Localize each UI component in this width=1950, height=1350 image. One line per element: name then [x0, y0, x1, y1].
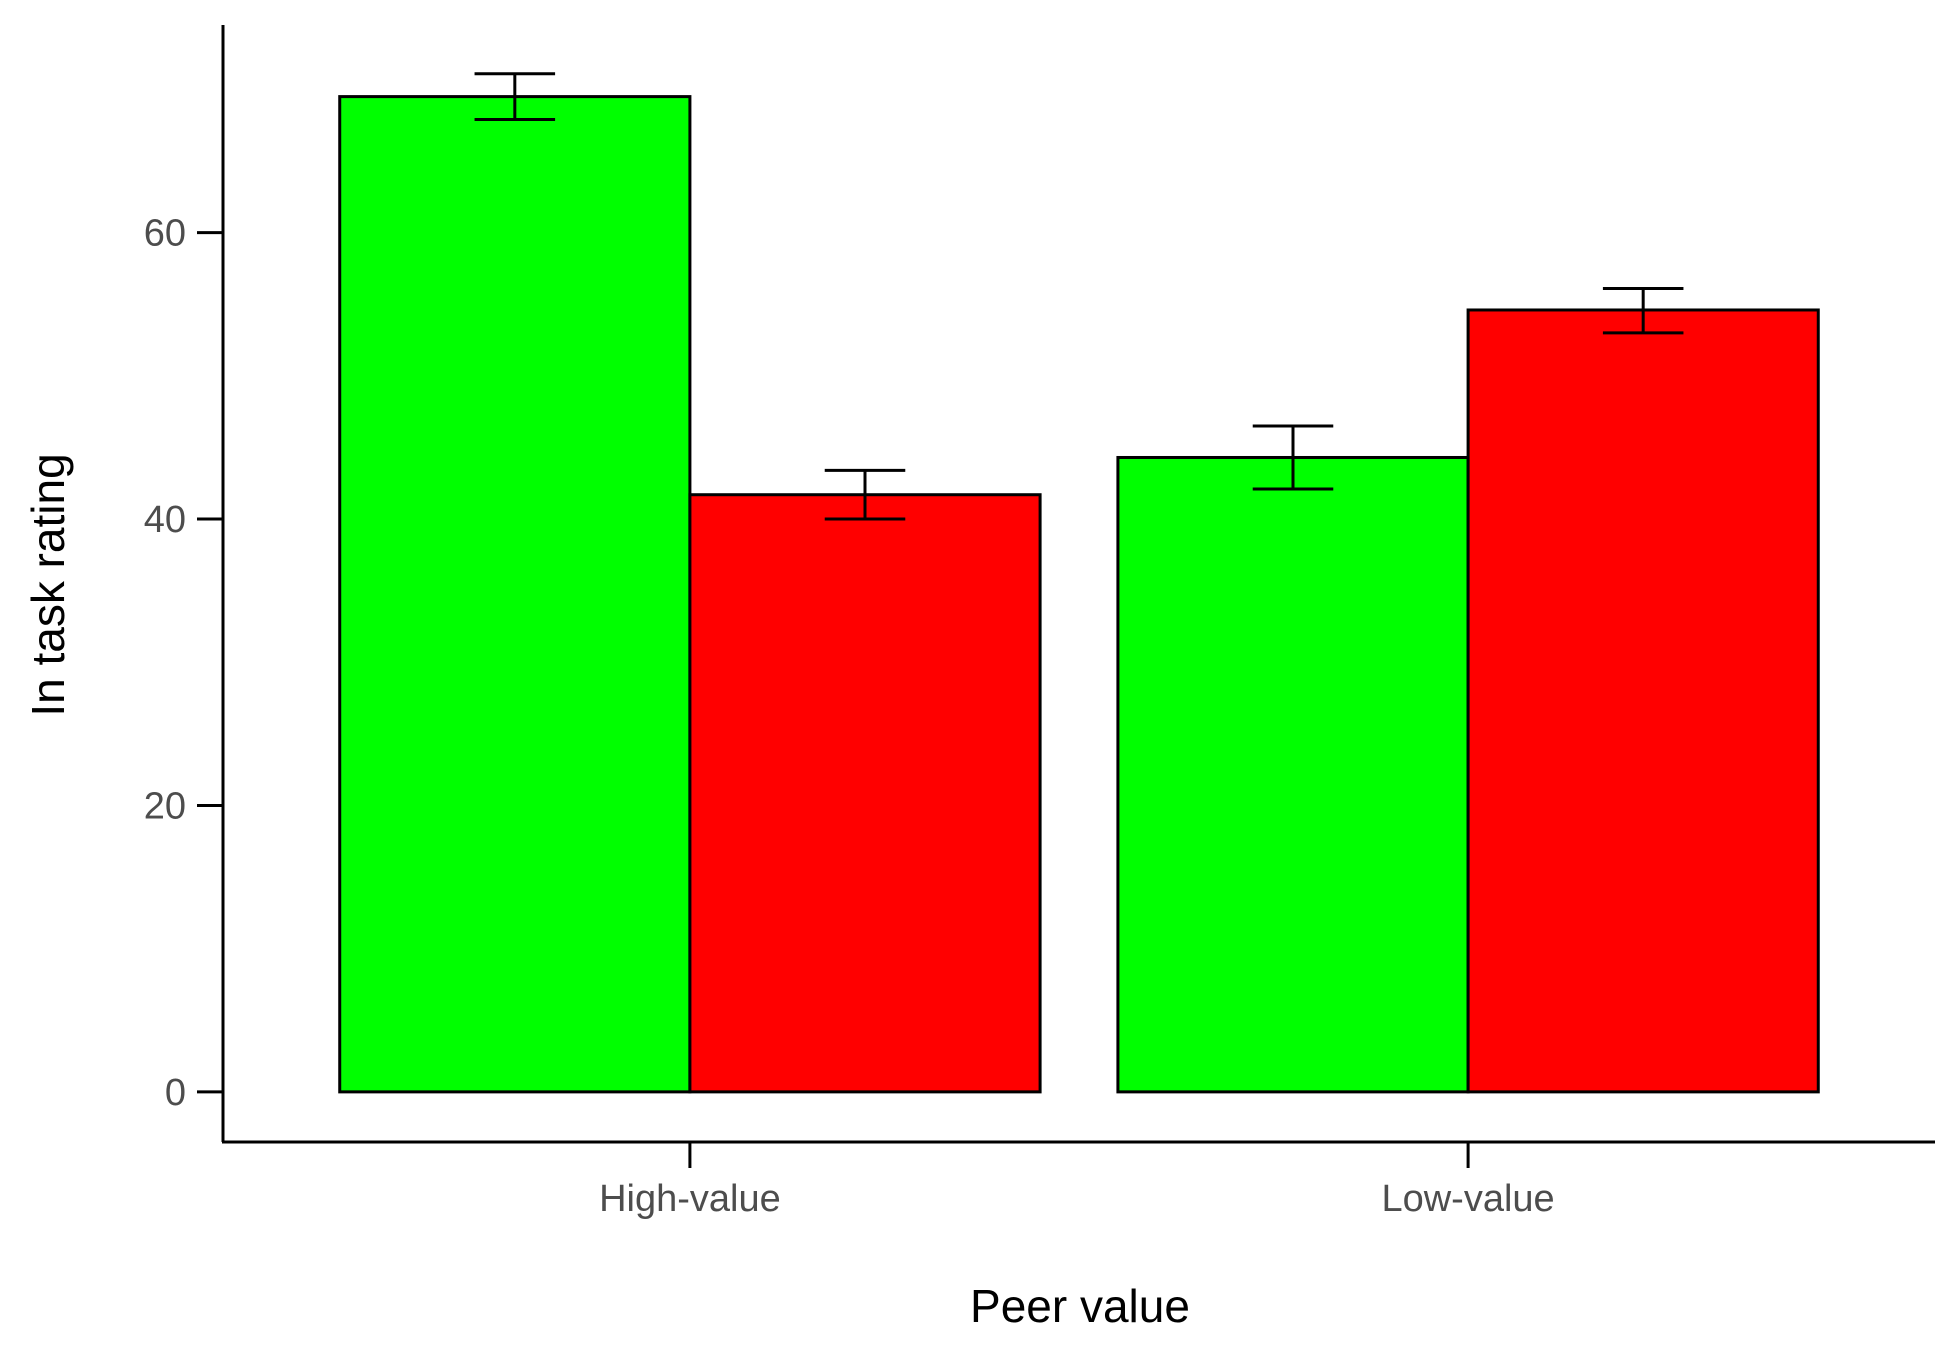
error-bar-low-value-series-2 [1602, 286, 1684, 335]
x-ticks-layer: High-value Low-value [599, 1142, 1555, 1220]
bar-high-value-series-1 [338, 95, 692, 1094]
y-tick-label: 60 [144, 213, 186, 255]
error-bar-high-value-series-2 [824, 468, 906, 521]
error-bar-low-value-series-1 [1252, 424, 1334, 491]
bar-low-value-series-1 [1116, 455, 1470, 1094]
y-ticks-layer: 0 20 40 60 [144, 213, 223, 1114]
error-bars-layer [474, 72, 1684, 521]
y-tick-label: 40 [144, 499, 186, 541]
y-tick-label: 20 [144, 785, 186, 827]
bar-high-value-series-2 [688, 493, 1042, 1094]
y-axis-title: In task rating [22, 453, 74, 716]
y-tick-label: 0 [165, 1072, 186, 1114]
bar-low-value-series-2 [1466, 308, 1820, 1094]
error-bar-high-value-series-1 [474, 72, 556, 122]
x-tick-label: Low-value [1381, 1178, 1554, 1220]
x-tick-label: High-value [599, 1178, 781, 1220]
axes-layer [221, 25, 1935, 1144]
x-axis-title: Peer value [970, 1280, 1190, 1332]
bars-layer [338, 95, 1820, 1094]
